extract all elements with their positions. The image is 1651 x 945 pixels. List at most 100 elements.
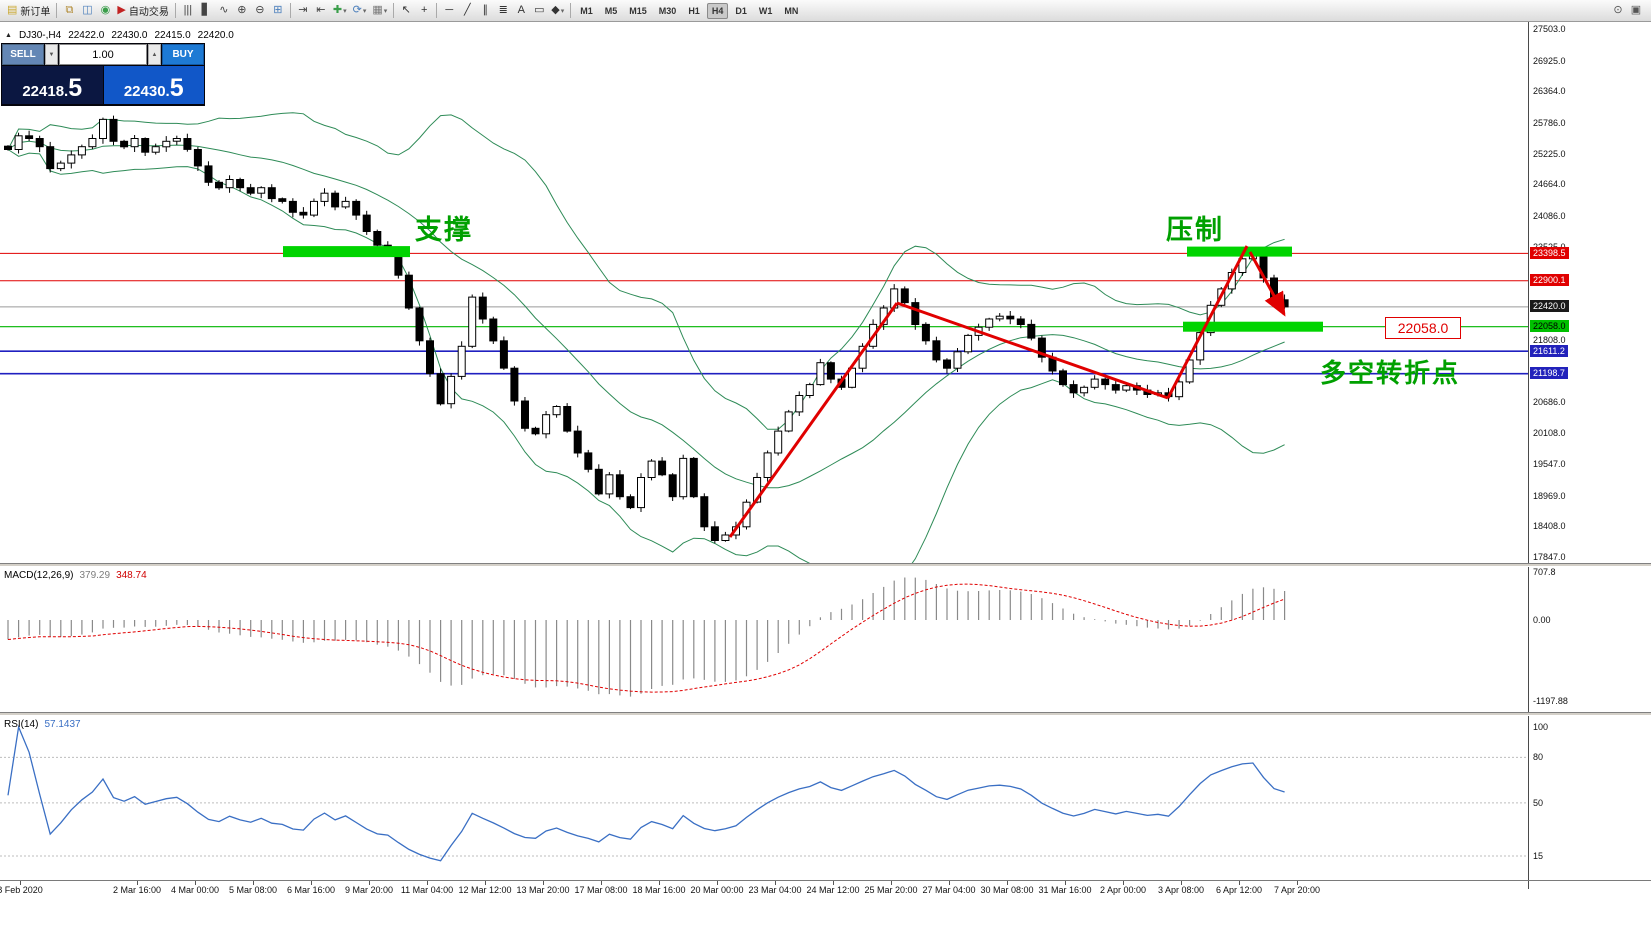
price-axis-badge: 21198.7	[1530, 367, 1568, 380]
dropdown-caret-icon: ▾	[362, 7, 367, 15]
macd-indicator-panel[interactable]: MACD(12,26,9) 379.29 348.74 707.8 0.00 -1197…	[0, 567, 1651, 712]
new-chart-button[interactable]: ✚ ▾	[330, 2, 350, 20]
shapes-button[interactable]: ◆ ▾	[548, 2, 567, 20]
main-chart-canvas[interactable]	[0, 22, 1528, 563]
horizontal-line-icon-glyph: ─	[445, 4, 454, 16]
candlestick-chart-icon[interactable]: ▋	[197, 2, 215, 20]
timeframe-m30-button[interactable]: M30	[658, 5, 677, 16]
time-axis-label: 6 Apr 12:00	[1215, 885, 1263, 895]
timeframe-d1-button[interactable]: D1	[735, 5, 747, 16]
macd-canvas[interactable]	[0, 567, 1528, 712]
panel-splitter[interactable]	[0, 563, 1651, 567]
sell-price[interactable]: 22418. 5	[2, 66, 103, 104]
sell-price-main: 22418.	[22, 82, 69, 100]
new-order-button[interactable]: ▤ 新订单	[4, 2, 53, 20]
toolbar-main-group: ▤ 新订单 ⧉ ◫ ◉ ▶ 自动交易 ||| ▋ ∿ ⊕ ⊖ ⊞ ⇥ ⇤ ✚ ▾ ⟳ ▾ ▦ ▾ ↖ + ─ ╱ ∥ ≣ A ▭ ◆ ▾ M1…	[4, 2, 804, 20]
ohlc-low: 22415.0	[154, 30, 191, 41]
zoom-in-icon[interactable]: ⊕	[233, 2, 251, 20]
label-icon-glyph: ▭	[534, 4, 545, 16]
layout-icon[interactable]: ▣	[1627, 1, 1645, 19]
auto-trading-button[interactable]: ▶ 自动交易	[114, 2, 171, 20]
resistance-annotation: 压制	[1166, 215, 1224, 245]
fibonacci-icon-glyph: ≣	[498, 4, 508, 16]
text-icon[interactable]: A	[512, 2, 530, 20]
time-tick	[369, 881, 370, 885]
rsi-axis-label: 15	[1533, 850, 1544, 861]
panel-splitter[interactable]	[0, 712, 1651, 716]
dropdown-caret-icon: ▾	[560, 7, 565, 15]
buy-button[interactable]: BUY	[162, 44, 204, 65]
horizontal-line-icon[interactable]: ─	[440, 2, 458, 20]
rsi-label: RSI(14) 57.1437	[4, 719, 81, 730]
macd-axis-label: -1197.88	[1533, 696, 1568, 707]
market-watch-icon-glyph: ◫	[82, 4, 93, 16]
timeframe-m15-button[interactable]: M15	[629, 5, 647, 16]
time-axis-label: 20 Mar 00:00	[690, 885, 744, 895]
navigator-icon[interactable]: ◉	[96, 2, 114, 20]
trend-arrows-layer[interactable]	[728, 245, 1286, 538]
buy-price[interactable]: 22430. 5	[103, 66, 204, 104]
trendline-icon[interactable]: ╱	[458, 2, 476, 20]
symbol-header: ▲ DJ30-,H4 22422.0 22430.0 22415.0 22420…	[5, 30, 234, 41]
macd-axis-label: 0.00	[1533, 615, 1551, 625]
timeframe-w1-button[interactable]: W1	[758, 5, 773, 16]
volume-up-button[interactable]: ▲	[148, 44, 161, 65]
rsi-value: 57.1437	[44, 719, 81, 730]
price-axis-badge: 21611.2	[1530, 344, 1568, 357]
toolbar-right-group: ⊙ ▣	[1609, 1, 1645, 19]
cursor-icon[interactable]: ↖	[397, 2, 415, 20]
sell-button[interactable]: SELL	[2, 44, 44, 65]
one-click-collapse-icon[interactable]: ▲	[5, 32, 12, 39]
label-icon[interactable]: ▭	[530, 2, 548, 20]
rsi-indicator-panel[interactable]: RSI(14) 57.1437 100 80 50 15	[0, 716, 1651, 880]
price-axis-label: 18969.0	[1533, 490, 1566, 501]
channel-icon[interactable]: ∥	[476, 2, 494, 20]
toolbar-separator	[436, 3, 438, 18]
timeframe-m5-button[interactable]: M5	[604, 5, 618, 16]
time-axis-label: 17 Mar 08:00	[574, 885, 628, 895]
trade-panel-controls: SELL ▼ ▲ BUY	[2, 44, 204, 65]
new-order-button-label: 新订单	[20, 7, 51, 18]
charts-cascade-icon[interactable]: ⧉	[60, 2, 78, 20]
zoom-out-icon[interactable]: ⊖	[251, 2, 269, 20]
period-button[interactable]: ⟳ ▾	[350, 2, 370, 20]
time-tick	[891, 881, 892, 885]
macd-axis[interactable]: 707.8 0.00 -1197.88	[1528, 567, 1651, 712]
buy-price-pip: 5	[169, 74, 184, 102]
pivot-annotation: 多空转折点	[1320, 358, 1461, 388]
market-watch-icon[interactable]: ◫	[78, 2, 96, 20]
level-price-label: 22058.0	[1385, 317, 1461, 339]
auto-scroll-icon[interactable]: ⇥	[294, 2, 312, 20]
rsi-canvas[interactable]	[0, 716, 1528, 880]
timeframe-h4-button[interactable]: H4	[706, 2, 729, 19]
chart-shift-icon[interactable]: ⇤	[312, 2, 330, 20]
timeframe-h1-button[interactable]: H1	[688, 5, 700, 16]
shapes-button-glyph: ◆	[551, 4, 560, 16]
time-tick	[833, 881, 834, 885]
zones-layer[interactable]	[283, 246, 1323, 332]
time-axis[interactable]: 8 Feb 2020 2 Mar 16:00 4 Mar 00:00 5 Mar 08…	[0, 880, 1651, 900]
charts-cascade-icon-glyph: ⧉	[65, 4, 74, 16]
price-axis-label: 20108.0	[1533, 428, 1566, 439]
tile-windows-icon[interactable]: ⊞	[269, 2, 287, 20]
price-axis[interactable]: 27503.0 26925.0 26364.0 25786.0 25225.0 24664…	[1528, 22, 1651, 563]
main-chart-panel[interactable]: ▲ DJ30-,H4 22422.0 22430.0 22415.0 22420…	[0, 22, 1651, 563]
fibonacci-icon[interactable]: ≣	[494, 2, 512, 20]
crosshair-icon[interactable]: +	[415, 2, 433, 20]
volume-down-button[interactable]: ▼	[45, 44, 58, 65]
level-lines-layer[interactable]	[0, 252, 1528, 375]
price-axis-label: 26925.0	[1533, 55, 1566, 66]
search-icon[interactable]: ⊙	[1609, 1, 1627, 19]
timeframe-mn-button[interactable]: MN	[784, 5, 799, 16]
line-chart-icon[interactable]: ∿	[215, 2, 233, 20]
ohlc-bars-icon[interactable]: |||	[179, 2, 197, 20]
volume-input[interactable]	[59, 44, 147, 65]
toolbar-separator	[393, 3, 395, 18]
one-click-trading-panel: SELL ▼ ▲ BUY 22418.5 22430.5	[1, 43, 205, 106]
price-axis-badge: 22420.0	[1530, 300, 1569, 313]
candles-layer[interactable]	[4, 115, 1289, 544]
rsi-axis[interactable]: 100 80 50 15	[1528, 716, 1651, 880]
template-button[interactable]: ▦ ▾	[369, 2, 390, 20]
time-axis-label: 27 Mar 04:00	[922, 885, 976, 895]
timeframe-m1-button[interactable]: M1	[580, 5, 593, 16]
